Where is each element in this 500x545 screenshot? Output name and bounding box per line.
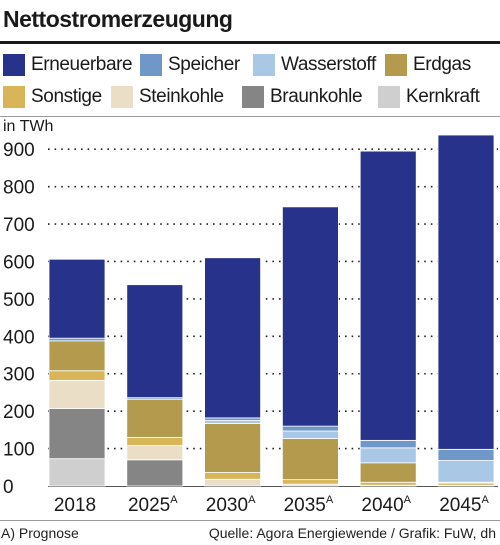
x-tick-labels: 2018 2025A 2030A 2035A 2040A 2045A — [54, 494, 490, 516]
footer-divider — [0, 520, 500, 521]
legend-label-wasserstoff: Wasserstoff — [281, 54, 376, 75]
x-tick-label-2025: 2025A — [128, 494, 178, 516]
legend-item-speicher: Speicher — [140, 52, 240, 78]
bar-segment-erdgas-2025 — [126, 398, 184, 438]
bar-segment-erneuerbare-2040 — [359, 150, 417, 441]
x-tick-superscript: A — [404, 494, 412, 506]
legend-label-speicher: Speicher — [168, 54, 240, 75]
bar-segment-erneuerbare-2035 — [281, 206, 339, 427]
y-tick-label: 600 — [3, 252, 35, 273]
bar-segment-erneuerbare-2025 — [126, 284, 184, 399]
bar-segment-wasserstoff-2045 — [437, 460, 495, 483]
bar-segment-wasserstoff-2040 — [359, 447, 417, 464]
chart-title: Nettostromerzeugung — [3, 6, 233, 32]
legend-item-sonstige: Sonstige — [3, 84, 102, 110]
bar-segment-steinkohle-2018 — [48, 380, 106, 409]
legend-label-braunkohle: Braunkohle — [270, 86, 363, 107]
title-rule — [0, 41, 500, 44]
bar-segment-erneuerbare-2045 — [437, 134, 495, 450]
bars — [48, 134, 495, 487]
legend-label-erdgas: Erdgas — [413, 54, 471, 75]
y-tick-label: 300 — [3, 365, 35, 386]
legend-label-erneuerbare: Erneuerbare — [31, 54, 133, 75]
bar-segment-erneuerbare-2018 — [48, 258, 106, 339]
legend-swatch-sonstige — [3, 86, 25, 108]
bar-segment-erdgas-2040 — [359, 462, 417, 483]
legend-swatch-erdgas — [385, 54, 407, 76]
legend-swatch-kernkraft — [378, 86, 400, 108]
source-credit: Quelle: Agora Energiewende / Grafik: FuW… — [208, 525, 496, 541]
y-tick-label: 400 — [3, 327, 35, 348]
footnote: A) Prognose — [1, 525, 79, 541]
x-tick-label-2035: 2035A — [284, 494, 334, 516]
bar-segment-steinkohle-2030 — [204, 478, 262, 487]
bar-segment-erdgas-2018 — [48, 340, 106, 372]
legend-swatch-wasserstoff — [253, 54, 275, 76]
bar-segment-braunkohle-2018 — [48, 408, 106, 460]
legend-item-wasserstoff: Wasserstoff — [253, 52, 376, 78]
legend-item-steinkohle: Steinkohle — [111, 84, 224, 110]
bar-segment-erneuerbare-2030 — [204, 257, 262, 419]
bar-segment-speicher-2035 — [281, 425, 339, 432]
bar-segment-wasserstoff-2030 — [204, 420, 262, 424]
legend-swatch-speicher — [140, 54, 162, 76]
x-tick-superscript: A — [326, 494, 334, 506]
bar-segment-sonstige-2035 — [281, 479, 339, 485]
legend-item-erdgas: Erdgas — [385, 52, 471, 78]
legend-item-braunkohle: Braunkohle — [242, 84, 363, 110]
bar-segment-erdgas-2035 — [281, 438, 339, 481]
x-tick-label-2040: 2040A — [361, 494, 411, 516]
y-tick-label: 0 — [3, 477, 14, 498]
x-tick-label-2045: 2045A — [439, 494, 489, 516]
legend-item-kernkraft: Kernkraft — [378, 84, 480, 110]
bar-segment-wasserstoff-2035 — [281, 430, 339, 439]
x-tick-superscript: A — [170, 494, 178, 506]
x-tick-superscript: A — [248, 494, 256, 506]
bar-segment-speicher-2040 — [359, 439, 417, 449]
legend-swatch-braunkohle — [242, 86, 264, 108]
bar-segment-sonstige-2025 — [126, 436, 184, 446]
bar-segment-steinkohle-2025 — [126, 445, 184, 461]
bar-segment-erdgas-2030 — [204, 423, 262, 473]
legend-item-erneuerbare: Erneuerbare — [3, 52, 133, 78]
bar-segment-sonstige-2030 — [204, 472, 262, 480]
x-tick-label-2030: 2030A — [206, 494, 256, 516]
y-tick-label: 700 — [3, 215, 35, 236]
y-tick-label: 800 — [3, 178, 35, 199]
y-tick-labels: 0 100 200 300 400 500 600 700 800 900 — [3, 140, 35, 498]
y-tick-label: 200 — [3, 402, 35, 423]
bar-segment-kernkraft-2018 — [48, 458, 106, 487]
bar-segment-speicher-2045 — [437, 448, 495, 461]
bar-segment-braunkohle-2025 — [126, 459, 184, 487]
legend-swatch-erneuerbare — [3, 54, 25, 76]
x-tick-superscript: A — [481, 494, 489, 506]
y-tick-label: 100 — [3, 440, 35, 461]
y-tick-label: 500 — [3, 290, 35, 311]
legend-label-sonstige: Sonstige — [31, 86, 102, 107]
legend-divider — [0, 116, 500, 117]
x-tick-label-2018: 2018 — [54, 495, 96, 516]
gridlines — [48, 148, 498, 487]
y-axis-unit-label: in TWh — [3, 118, 54, 135]
legend-label-kernkraft: Kernkraft — [406, 86, 480, 107]
bar-segment-sonstige-2018 — [48, 370, 106, 381]
legend-swatch-steinkohle — [111, 86, 133, 108]
bar-segment-sonstige-2040 — [359, 481, 417, 486]
legend-label-steinkohle: Steinkohle — [139, 86, 224, 107]
y-tick-label: 900 — [3, 140, 35, 161]
